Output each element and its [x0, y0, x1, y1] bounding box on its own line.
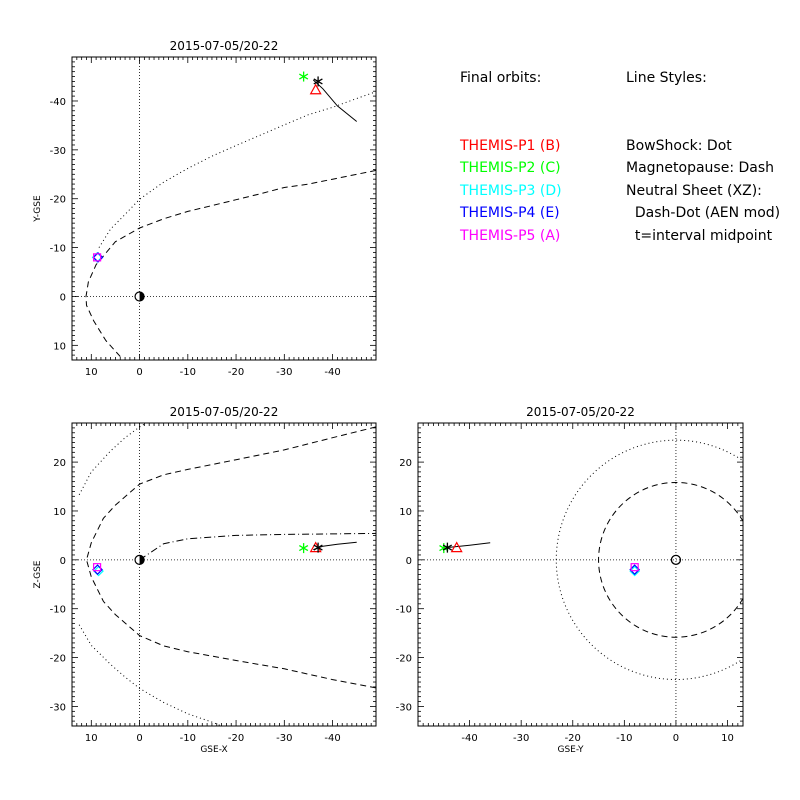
probe-legend-entry: THEMIS-P4 (E) — [460, 205, 560, 221]
panel-plot-area — [439, 439, 743, 680]
probe-legend-entry: THEMIS-P2 (C) — [460, 160, 561, 176]
earth-night-side — [139, 291, 145, 301]
style-list: BowShock: Dot Magnetopause: Dash Neutral S… — [626, 135, 780, 248]
marker-p5 — [92, 253, 102, 262]
x-tick-label: -10 — [180, 367, 196, 378]
orbits-legend-title: Final orbits: — [460, 70, 542, 86]
panel-title: 2015-07-05/20-22 — [170, 39, 279, 53]
y-axis-label: Z-GSE — [33, 560, 43, 588]
y-tick-label: 0 — [406, 556, 412, 567]
x-tick-label: 10 — [721, 733, 734, 744]
y-tick-label: -30 — [396, 702, 412, 713]
y-tick-label: 0 — [60, 292, 66, 303]
marker-p1 — [450, 541, 463, 553]
asterisk-stroke — [298, 545, 309, 552]
y-tick-label: -20 — [396, 654, 412, 665]
x-tick-label: -10 — [616, 733, 632, 744]
panel-frame — [71, 56, 377, 361]
earth-icon — [134, 554, 145, 565]
magnetopause-line — [85, 426, 376, 689]
y-tick-label: 10 — [53, 341, 66, 352]
y-tick-label: -10 — [396, 605, 412, 616]
y-tick-label: 20 — [53, 458, 66, 469]
bow-shock-line — [98, 91, 376, 248]
x-tick-label: -20 — [228, 367, 244, 378]
line-styles-title: Line Styles: — [626, 70, 707, 86]
panel-frame — [417, 422, 744, 727]
x-tick-label: 0 — [136, 367, 142, 378]
marker-current — [313, 542, 323, 553]
y-tick-label: -10 — [50, 244, 66, 255]
panel-title: 2015-07-05/20-22 — [170, 405, 279, 419]
orbit-panel-0: 2015-07-05/20-22 10 0 -10 -20 -30 -40 10 0 -10 -20… — [33, 39, 377, 378]
neutral-sheet-line — [139, 532, 376, 561]
magnetopause-circle — [598, 481, 743, 638]
line-style-entry: Dash-Dot (AEN mod) — [626, 205, 781, 221]
x-tick-label: -20 — [228, 733, 244, 744]
x-tick-label: -30 — [513, 733, 529, 744]
y-tick-label: 10 — [399, 507, 412, 518]
x-tick-label: -10 — [180, 733, 196, 744]
orbit-panel-1: 2015-07-05/20-22 10 0 -10 -20 -30 -40 20 10 0 -10 -… — [33, 405, 377, 755]
earth-icon — [670, 554, 682, 565]
line-style-entry: t=interval midpoint — [626, 227, 773, 244]
line-styles-legend: Line Styles: BowShock: Dot Magnetopause: … — [626, 22, 780, 270]
y-tick-label: -10 — [50, 605, 66, 616]
line-style-entry: Magnetopause: Dash — [626, 160, 775, 176]
marker-p1 — [309, 83, 322, 95]
x-tick-label: 0 — [136, 733, 142, 744]
y-tick-label: -40 — [50, 97, 66, 108]
bow-shock-line — [78, 624, 222, 726]
marker-p5 — [92, 563, 102, 572]
x-tick-label: -40 — [324, 733, 340, 744]
y-tick-label: -20 — [50, 654, 66, 665]
x-axis-label: GSE-X — [200, 745, 227, 755]
probe-legend-entry: THEMIS-P3 (D) — [460, 182, 562, 199]
marker-p5 — [630, 563, 639, 572]
bow-shock-line — [78, 423, 147, 496]
probe-legend-entry: THEMIS-P1 (B) — [460, 137, 561, 154]
x-tick-label: -40 — [324, 367, 340, 378]
panel-plot-area — [85, 71, 376, 357]
probe-list: THEMIS-P1 (B) THEMIS-P2 (C) THEMIS-P3 (D) T… — [460, 135, 562, 248]
orbit-panel-2: 2015-07-05/20-22 -40 -30 -20 -10 0 10 20 10 0 -10 -… — [396, 405, 744, 755]
panel-frame — [71, 422, 377, 727]
x-tick-label: -30 — [276, 733, 292, 744]
y-tick-label: 20 — [399, 458, 412, 469]
asterisk-stroke — [298, 73, 309, 80]
magnetopause-line — [85, 169, 376, 357]
line-style-entry: BowShock: Dot — [626, 137, 732, 154]
earth-icon — [134, 291, 145, 302]
earth-night-side — [139, 555, 145, 565]
y-tick-label: -30 — [50, 146, 66, 157]
asterisk-stroke — [313, 544, 323, 551]
marker-current — [442, 542, 453, 553]
y-tick-label: 10 — [53, 507, 66, 518]
line-style-entry: Neutral Sheet (XZ): — [626, 182, 762, 199]
x-tick-label: -20 — [565, 733, 581, 744]
probe-legend-entry: THEMIS-P5 (A) — [460, 227, 561, 244]
marker-p2 — [298, 71, 309, 82]
y-tick-label: -30 — [50, 702, 66, 713]
panel-title: 2015-07-05/20-22 — [526, 405, 635, 419]
orbit-track-line — [446, 542, 491, 549]
asterisk-stroke — [313, 78, 323, 85]
orbits-legend: Final orbits: THEMIS-P1 (B) THEMIS-P2 (C)… — [460, 22, 562, 270]
y-tick-label: 0 — [60, 556, 66, 567]
x-tick-label: -30 — [276, 367, 292, 378]
y-tick-label: -20 — [50, 195, 66, 206]
x-axis-label: GSE-Y — [557, 745, 584, 755]
x-tick-label: 10 — [85, 367, 98, 378]
x-tick-label: -40 — [461, 733, 477, 744]
x-tick-label: 0 — [673, 733, 679, 744]
marker-current — [313, 76, 323, 87]
asterisk-stroke — [442, 544, 453, 551]
marker-p2 — [298, 543, 309, 554]
x-tick-label: 10 — [85, 733, 98, 744]
y-axis-label: Y-GSE — [33, 195, 43, 223]
panel-plot-area — [78, 423, 376, 726]
